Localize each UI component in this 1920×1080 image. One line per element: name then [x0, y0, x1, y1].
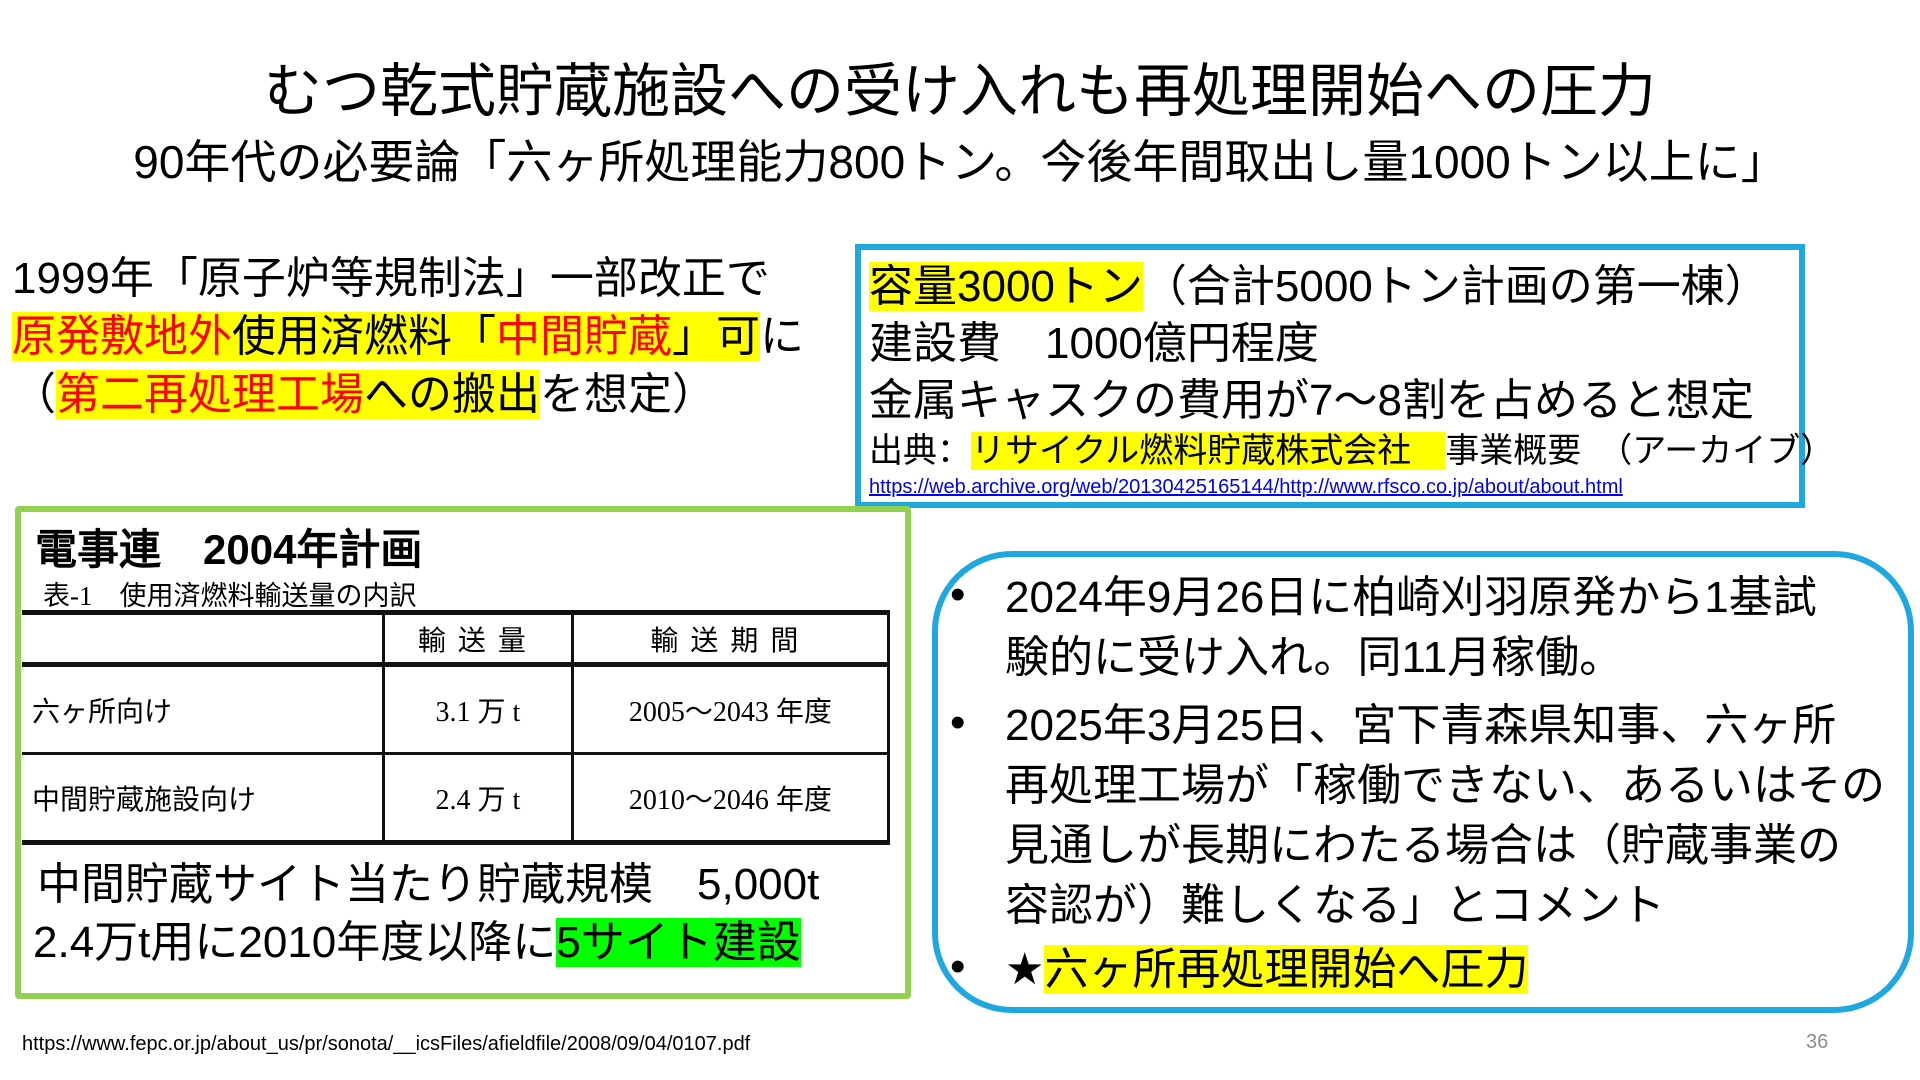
table-caption: 表-1 使用済燃料輸送量の内訳	[43, 581, 417, 611]
text: （合計5000トン計画の第一棟）	[1142, 262, 1769, 311]
footer-url[interactable]: https://www.fepc.or.jp/about_us/pr/sonot…	[22, 1033, 751, 1055]
bullet-icon: •	[950, 698, 966, 747]
source-link[interactable]: https://web.archive.org/web/201304251651…	[869, 476, 1623, 498]
highlight-text: 原発敷地外	[12, 312, 232, 361]
highlight-text: 使用済燃料「	[232, 312, 496, 361]
table-header-row: 輸送量 輸送期間	[22, 610, 891, 667]
highlight-text: リサイクル燃料貯蔵株式会社	[971, 432, 1446, 470]
bullet-icon: •	[950, 570, 966, 619]
note-sites: 2.4万t用に2010年度以降に5サイト建設	[33, 914, 801, 972]
text: 験的に受け入れ。同11月稼働。	[1005, 633, 1624, 682]
highlight-text: 六ヶ所再処理開始へ圧力	[1044, 945, 1529, 994]
text: 容認が）難しくなる」とコメント	[1005, 881, 1665, 930]
transport-table: 輸送量 輸送期間 六ヶ所向け 3.1 万 t 2005～2043 年度 中間貯蔵施設向…	[22, 610, 891, 845]
header-cell: 輸送量	[381, 610, 574, 667]
source-line: 出典：リサイクル燃料貯蔵株式会社 事業概要 （アーカイブ）	[869, 428, 1834, 474]
plan-heading: 電事連 2004年計画	[35, 526, 423, 573]
header-cell: 輸送期間	[570, 610, 891, 667]
table-cell: 中間貯蔵施設向け	[22, 752, 385, 845]
table-row: 六ヶ所向け 3.1 万 t 2005～2043 年度	[22, 663, 891, 755]
highlight-text: 第二再処理工場	[56, 370, 364, 419]
fepc-plan-box: 電事連 2004年計画 表-1 使用済燃料輸送量の内訳 中間貯蔵サイト当たり貯蔵…	[15, 506, 911, 999]
text: 出典：	[869, 432, 971, 470]
page-number: 36	[1806, 1031, 1829, 1053]
text: 再処理工場が「稼働できない、あるいはその	[1005, 761, 1885, 810]
slide-title: むつ乾式貯蔵施設への受け入れも再処理開始への圧力	[263, 59, 1656, 124]
header-cell	[22, 610, 385, 667]
note-scale: 中間貯蔵サイト当たり貯蔵規模 5,000t	[37, 860, 820, 909]
text: 見通しが長期にわたる場合は（貯蔵事業の	[1005, 821, 1841, 870]
facility-info-box: 容量3000トン（合計5000トン計画の第一棟） 建設費 1000億円程度 金属…	[855, 244, 1834, 508]
left-line-1: 1999年「原子炉等規制法」一部改正で	[12, 254, 770, 303]
highlight-text: 容量3000トン	[869, 262, 1143, 311]
cask-line: 金属キャスクの費用が7～8割を占めると想定	[869, 376, 1754, 425]
left-line-3: （第二再処理工場への搬出を想定）	[12, 366, 716, 424]
cost-line: 建設費 1000億円程度	[869, 319, 1319, 368]
table-row: 中間貯蔵施設向け 2.4 万 t 2010～2046 年度	[22, 752, 891, 845]
text: に	[760, 312, 804, 361]
bullet-item-3: ★六ヶ所再処理開始へ圧力	[1005, 940, 1529, 1000]
star-icon: ★	[1005, 945, 1045, 994]
highlight-text: 5サイト建設	[556, 918, 801, 967]
highlight-text: 中間貯蔵	[496, 312, 672, 361]
table-cell: 2.4 万 t	[381, 752, 574, 845]
text: （	[12, 370, 56, 419]
left-line-2: 原発敷地外使用済燃料「中間貯蔵」可に	[12, 308, 804, 366]
text: 2024年9月26日に柏崎刈羽原発から1基試	[1005, 573, 1817, 622]
slide-subtitle: 90年代の必要論「六ヶ所処理能力800トン。今後年間取出し量1000トン以上に」	[133, 136, 1787, 188]
news-box	[932, 551, 1914, 1013]
text: 2.4万t用に2010年度以降に	[33, 918, 557, 967]
bullet-item-1: 2024年9月26日に柏崎刈羽原発から1基試 験的に受け入れ。同11月稼働。	[1005, 568, 1817, 688]
table-cell: 六ヶ所向け	[22, 663, 385, 755]
bullet-item-2: 2025年3月25日、宮下青森県知事、六ヶ所 再処理工場が「稼働できない、あるいは…	[1005, 696, 1885, 936]
capacity-line: 容量3000トン（合計5000トン計画の第一棟）	[869, 258, 1769, 316]
bullet-icon: •	[950, 942, 966, 991]
table-cell: 2005～2043 年度	[570, 663, 891, 755]
highlight-text: への搬出	[364, 370, 540, 419]
table-cell: 2010～2046 年度	[570, 752, 891, 845]
table-cell: 3.1 万 t	[381, 663, 574, 755]
highlight-text: 」可	[672, 312, 760, 361]
text: 2025年3月25日、宮下青森県知事、六ヶ所	[1005, 701, 1837, 750]
text: を想定）	[540, 370, 716, 419]
text: 事業概要 （アーカイブ）	[1445, 432, 1835, 470]
